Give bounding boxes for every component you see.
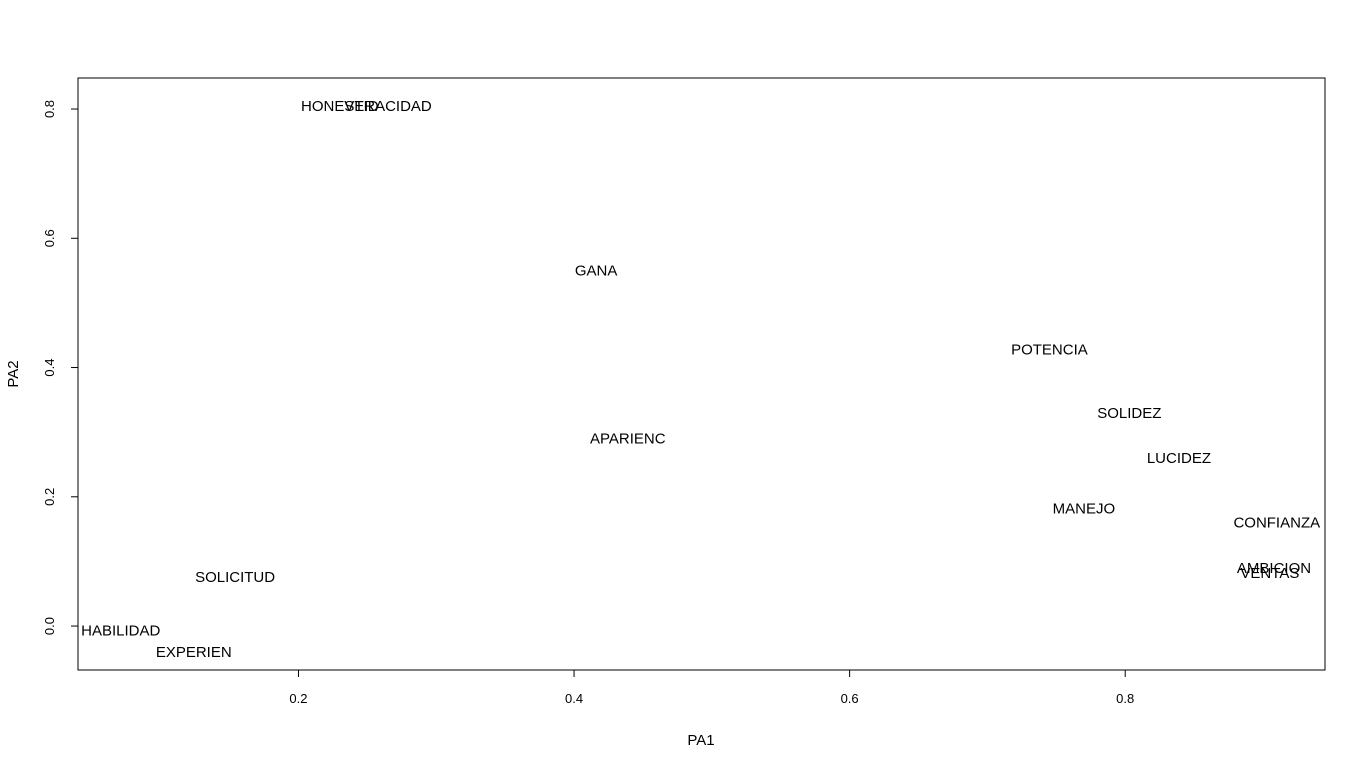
y-tick-label: 0.6 xyxy=(42,229,57,247)
point-label: VERACIDAD xyxy=(344,98,432,115)
y-tick-label: 0.2 xyxy=(42,488,57,506)
point-label: HABILIDAD xyxy=(81,623,160,640)
point-label: AMBICION xyxy=(1237,560,1311,577)
point-label: EXPERIEN xyxy=(156,644,232,661)
point-label: VENTAS xyxy=(1240,565,1299,582)
x-tick-label: 0.2 xyxy=(289,691,307,706)
y-axis-title: PA2 xyxy=(5,360,22,387)
point-label: CONFIANZA xyxy=(1233,515,1320,532)
x-tick-label: 0.6 xyxy=(841,691,859,706)
point-label: POTENCIA xyxy=(1011,341,1088,358)
y-axis: 0.0 0.2 0.4 0.6 0.8 xyxy=(42,100,79,635)
point-label: SOLIDEZ xyxy=(1097,405,1161,422)
y-tick-label: 0.0 xyxy=(42,617,57,635)
point-label: MANEJO xyxy=(1053,500,1116,517)
point-label: GANA xyxy=(575,263,618,280)
y-tick-label: 0.8 xyxy=(42,100,57,118)
x-tick-label: 0.8 xyxy=(1116,691,1134,706)
x-tick-label: 0.4 xyxy=(565,691,583,706)
point-label: HONESTID xyxy=(301,98,379,115)
point-label: SOLICITUD xyxy=(195,569,275,586)
point-label: LUCIDEZ xyxy=(1147,450,1211,467)
x-axis-title: PA1 xyxy=(687,732,714,749)
x-axis: 0.2 0.4 0.6 0.8 xyxy=(289,669,1134,706)
point-label: APARIENC xyxy=(590,431,666,448)
y-tick-label: 0.4 xyxy=(42,358,57,376)
